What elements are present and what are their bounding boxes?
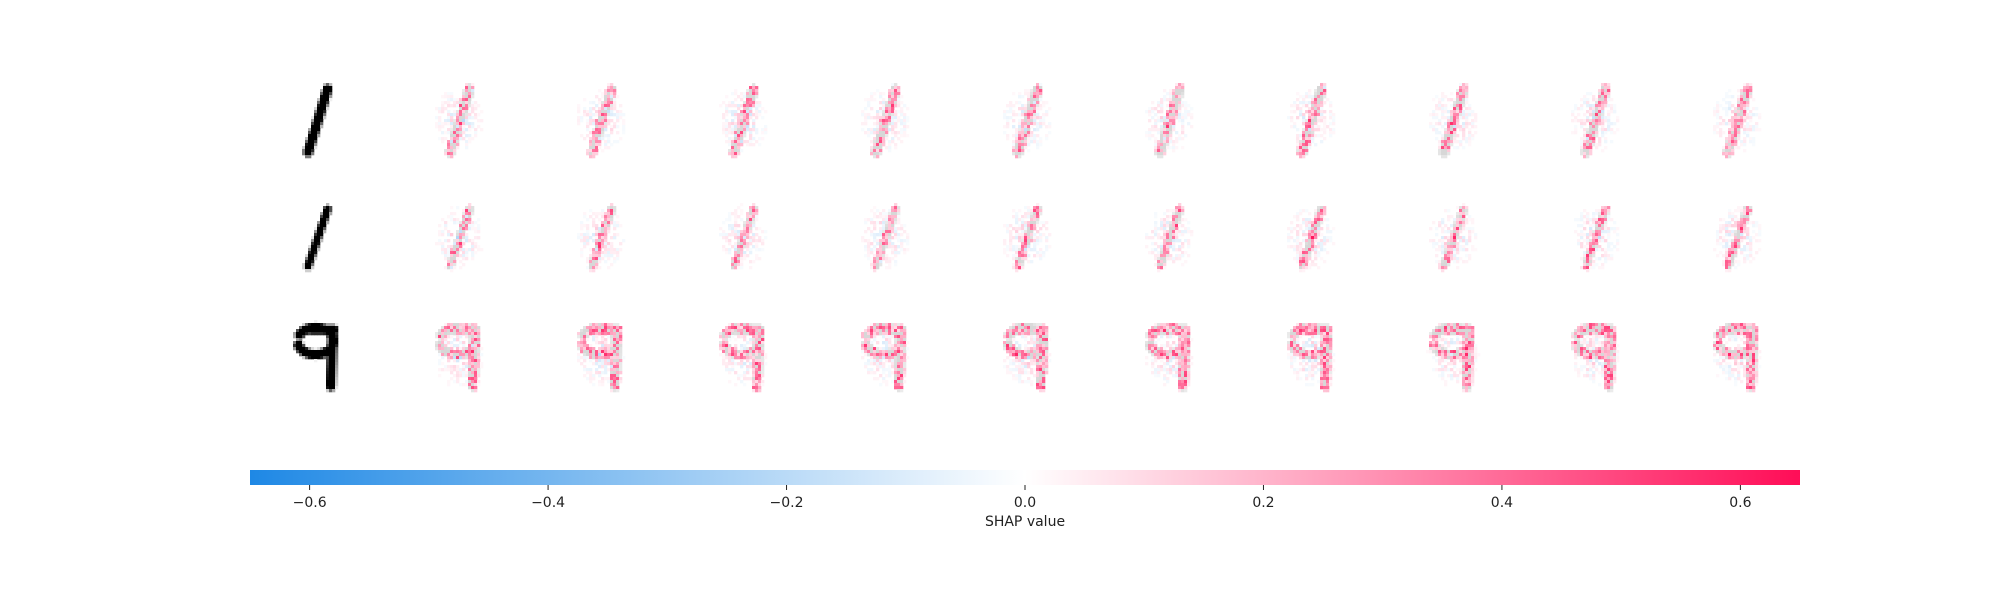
colorbar-tick-label: −0.6 [293,495,327,511]
shap-heatmap-row-1-col-9 [1571,83,1620,159]
colorbar-tick-label: 0.6 [1729,495,1751,511]
shap-heatmap-row-1-col-3 [719,83,768,159]
shap-heatmap-row-2-col-6 [1145,203,1194,273]
shap-heatmap-row-3-col-3 [719,323,768,393]
shap-heatmap-row-2-col-3 [719,203,768,270]
colorbar: −0.6 −0.4 −0.2 0.0 0.2 0.4 0.6 SHAP value [250,470,1800,530]
shap-heatmap-row-1-col-1 [435,83,484,159]
shap-heatmap-row-1-col-6 [1145,83,1194,159]
shap-heatmap-row-3-col-5 [1003,323,1052,393]
shap-heatmap-row-1-col-10 [1713,83,1762,159]
colorbar-tick-label: 0.2 [1252,495,1274,511]
shap-heatmap-row-2-col-9 [1574,206,1620,273]
shap-heatmap-row-3-col-4 [861,323,910,393]
shap-heatmap-row-2-col-5 [1003,203,1052,273]
input-image-row-2 [302,203,333,273]
shap-heatmap-row-3-col-1 [435,323,484,393]
input-image-row-1 [302,83,333,159]
colorbar-tick-label: −0.2 [770,495,804,511]
shap-heatmap-row-1-col-5 [1003,83,1052,159]
colorbar-tick-label: 0.0 [1014,495,1036,511]
colorbar-gradient [250,470,1800,485]
shap-heatmap-row-1-col-2 [577,83,626,159]
shap-heatmap-row-2-col-2 [577,203,626,273]
shap-heatmap-row-3-col-6 [1145,323,1194,393]
shap-heatmap-row-2-col-10 [1713,206,1762,273]
shap-heatmap-row-1-col-8 [1429,83,1478,159]
shap-heatmap-row-2-col-7 [1287,206,1336,273]
shap-heatmap-row-2-col-8 [1429,203,1478,273]
colorbar-tick-label: −0.4 [531,495,565,511]
colorbar-tick-label: 0.4 [1491,495,1513,511]
shap-heatmap-row-1-col-7 [1287,83,1336,159]
shap-heatmap-row-3-col-8 [1426,323,1481,393]
shap-heatmap-row-2-col-1 [435,203,484,273]
image-grid [293,83,1762,393]
shap-heatmap-row-3-col-10 [1713,323,1762,393]
colorbar-ticks: −0.6 −0.4 −0.2 0.0 0.2 0.4 0.6 [293,485,1752,511]
shap-heatmap-row-1-col-4 [861,83,910,159]
input-image-row-3 [293,320,339,393]
shap-heatmap-row-3-col-9 [1571,323,1620,393]
shap-heatmap-row-3-col-2 [577,323,626,393]
colorbar-label: SHAP value [985,514,1065,530]
shap-heatmap-row-3-col-7 [1287,323,1336,393]
shap-heatmap-row-2-col-4 [861,203,910,273]
